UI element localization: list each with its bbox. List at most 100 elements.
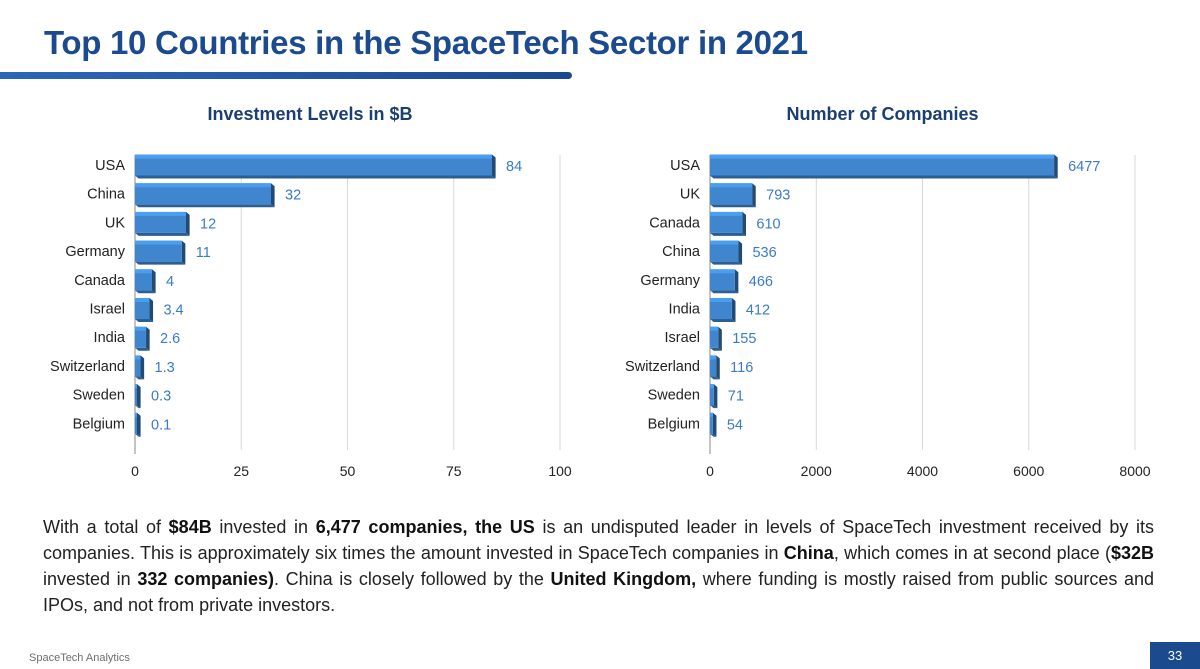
- companies-bar-highlight: [710, 384, 714, 389]
- investment-bar-bottom: [135, 433, 141, 437]
- investment-category-label: Switzerland: [50, 359, 125, 375]
- companies-bar-bottom: [710, 204, 756, 208]
- companies-bar: [710, 412, 713, 434]
- investment-bar-side: [492, 154, 496, 179]
- investment-bar-side: [140, 355, 145, 380]
- companies-value-label: 6477: [1068, 159, 1100, 175]
- companies-value-label: 466: [749, 274, 773, 290]
- summary-paragraph: With a total of $84B invested in 6,477 c…: [43, 514, 1154, 618]
- investment-bar-highlight: [135, 269, 152, 274]
- investment-bar-highlight: [135, 240, 182, 245]
- investment-bar-side: [137, 412, 141, 437]
- investment-category-label: Germany: [65, 244, 125, 260]
- investment-category-label: Canada: [74, 273, 126, 289]
- summary-text-2: invested in: [211, 517, 316, 537]
- companies-bar-highlight: [710, 355, 717, 360]
- page-number: 33: [1150, 642, 1200, 669]
- investment-bar: [135, 412, 137, 434]
- companies-x-tick-label: 8000: [1119, 463, 1150, 479]
- investment-bar-side: [186, 211, 190, 236]
- footer-brand: SpaceTech Analytics: [29, 652, 130, 664]
- companies-category-label: USA: [670, 158, 700, 174]
- companies-value-label: 536: [752, 245, 776, 261]
- investment-bar-highlight: [135, 412, 137, 417]
- companies-bar-side: [718, 326, 722, 351]
- companies-bar-highlight: [710, 211, 743, 216]
- investment-bar-bottom: [135, 319, 154, 322]
- investment-bar-side: [271, 183, 275, 208]
- companies-bar-bottom: [710, 405, 718, 409]
- companies-bar-side: [713, 384, 718, 409]
- investment-bar-bottom: [135, 204, 275, 208]
- companies-bar: [710, 240, 739, 262]
- companies-bar-side: [716, 355, 720, 380]
- companies-x-tick-label: 2000: [801, 463, 832, 479]
- companies-value-label: 116: [730, 360, 753, 376]
- investment-bar-highlight: [135, 183, 271, 188]
- companies-bar: [710, 269, 735, 291]
- companies-chart: 0 2000 4000 6000 8000 USA 6477 UK 793 Canada 610 Ch…: [625, 154, 1151, 479]
- companies-bar: [710, 154, 1055, 176]
- companies-bar-side: [712, 412, 717, 437]
- investment-value-label: 0.3: [151, 389, 171, 405]
- companies-category-label: India: [669, 302, 701, 318]
- investment-bar: [135, 183, 271, 205]
- investment-bar-highlight: [135, 298, 150, 302]
- companies-category-label: Sweden: [648, 388, 700, 404]
- companies-value-label: 155: [732, 331, 756, 347]
- summary-text-1: With a total of: [43, 517, 169, 537]
- investment-x-tick-label: 0: [131, 463, 139, 479]
- companies-category-label: UK: [680, 187, 700, 203]
- investment-bar: [135, 211, 186, 233]
- investment-x-tick-label: 100: [548, 463, 572, 479]
- investment-value-label: 32: [285, 188, 301, 204]
- page-title: Top 10 Countries in the SpaceTech Sector…: [44, 24, 808, 61]
- investment-bar-highlight: [135, 384, 137, 389]
- companies-bar: [710, 298, 732, 319]
- investment-bar-highlight: [135, 211, 186, 216]
- summary-text-4: , which comes in at second place (: [833, 543, 1111, 563]
- investment-bar-side: [152, 269, 156, 294]
- investment-value-label: 0.1: [151, 417, 171, 433]
- summary-highlight-5: 332 companies): [137, 569, 275, 589]
- investment-bar: [135, 326, 147, 348]
- companies-bar: [710, 384, 714, 406]
- summary-highlight-3: China: [783, 543, 834, 563]
- investment-chart-title: Investment Levels in $B: [207, 104, 413, 124]
- companies-x-tick-label: 6000: [1013, 463, 1044, 479]
- companies-bar-side: [734, 269, 739, 294]
- investment-bar-side: [137, 384, 141, 409]
- investment-category-label: UK: [105, 215, 125, 231]
- investment-bar-side: [181, 240, 186, 265]
- companies-category-label: Switzerland: [625, 359, 700, 375]
- companies-bar-side: [752, 183, 756, 208]
- companies-bar-highlight: [710, 269, 735, 274]
- investment-x-tick-label: 50: [340, 463, 356, 479]
- summary-text-7: where funding is mostly raised from publ…: [43, 569, 1155, 615]
- summary-text-3: is an undisputed leader in levels of Spa…: [43, 517, 1154, 563]
- companies-x-tick-label: 0: [706, 463, 714, 479]
- investment-bar-bottom: [135, 290, 156, 294]
- companies-bar-bottom: [710, 319, 736, 322]
- investment-bar: [135, 355, 141, 377]
- investment-category-label: China: [87, 187, 126, 203]
- investment-bar: [135, 298, 150, 319]
- companies-bar-highlight: [710, 240, 739, 245]
- companies-bar: [710, 355, 717, 377]
- investment-value-label: 84: [506, 159, 522, 175]
- investment-value-label: 12: [200, 216, 216, 232]
- companies-bar-highlight: [710, 298, 732, 302]
- investment-bar: [135, 240, 182, 262]
- summary-text-5: invested in: [43, 569, 138, 589]
- investment-value-label: 3.4: [163, 303, 183, 319]
- companies-category-label: Germany: [640, 273, 700, 289]
- companies-bar-bottom: [710, 290, 739, 294]
- summary-highlight-4: $32B: [1110, 543, 1154, 563]
- companies-bar-highlight: [710, 326, 719, 331]
- investment-bar: [135, 269, 152, 291]
- companies-bar-side: [742, 211, 747, 236]
- companies-bar: [710, 211, 743, 233]
- companies-x-tick-label: 4000: [907, 463, 938, 479]
- companies-bar-bottom: [710, 261, 743, 265]
- investment-bar: [135, 384, 137, 406]
